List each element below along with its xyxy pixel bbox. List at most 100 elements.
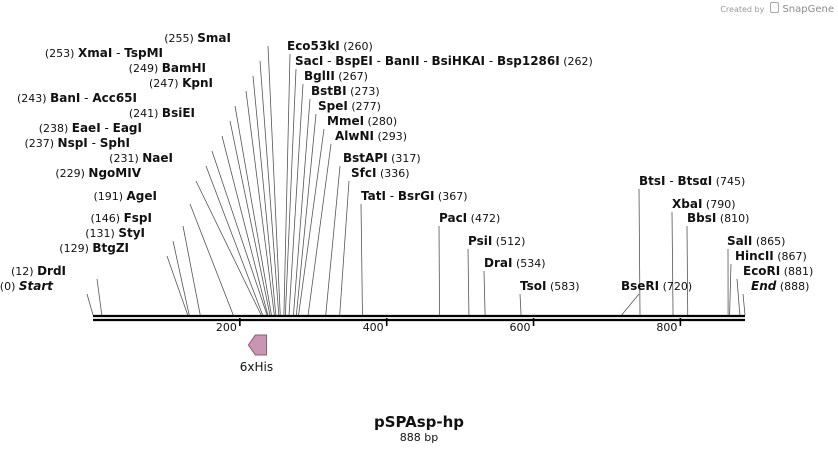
enzyme-name: BbsI <box>687 211 716 225</box>
svg-text:PsiI (512): PsiI (512) <box>468 234 525 248</box>
site-leader-line <box>671 211 674 316</box>
site-leader-line <box>288 83 304 316</box>
site-position: (277) <box>348 100 381 113</box>
site-label-eco53ki: Eco53kI (260) <box>287 39 373 53</box>
ruler-tick-label: 400 <box>363 321 384 334</box>
snapgene-logo-icon <box>769 2 779 13</box>
svg-text:(243) BanI - Acc65I: (243) BanI - Acc65I <box>17 91 137 105</box>
enzyme-name: SacI <box>295 54 323 68</box>
site-label-mmei: MmeI (280) <box>327 114 397 128</box>
svg-text:(12) DrdI: (12) DrdI <box>11 264 66 278</box>
enzyme-name: BsiEI <box>162 106 195 120</box>
svg-text:BtsI - BtsαI (745): BtsI - BtsαI (745) <box>639 174 745 188</box>
site-leader-line <box>298 128 325 316</box>
enzyme-name: EcoRI <box>743 264 780 278</box>
site-label-xbai: XbaI (790) <box>672 197 735 211</box>
credit-watermark: Created by SnapGene <box>720 2 834 15</box>
site-position: (583) <box>546 280 579 293</box>
site-leader-line <box>229 120 271 316</box>
svg-text:(247) KpnI: (247) KpnI <box>149 76 213 90</box>
svg-text:BglII (267): BglII (267) <box>304 69 368 83</box>
site-label-bglii: BglII (267) <box>304 69 368 83</box>
site-leader-line <box>86 293 94 316</box>
site-position: (237) <box>24 137 57 150</box>
svg-text:HincII (867): HincII (867) <box>735 249 807 263</box>
svg-text:(0) Start: (0) Start <box>0 279 54 293</box>
enzyme-name: BtgZI <box>92 241 129 255</box>
enzyme-name: BsrGI <box>398 189 435 203</box>
svg-text:TatI - BsrGI (367): TatI - BsrGI (367) <box>361 189 468 203</box>
site-label-nspi: (237) NspI - SphI <box>24 136 130 150</box>
enzyme-name: BsiHKAI <box>432 54 486 68</box>
plasmid-name: pSPAsp-hp <box>374 413 464 431</box>
svg-text:MmeI (280): MmeI (280) <box>327 114 397 128</box>
enzyme-name: DraI <box>484 256 512 270</box>
enzyme-name: BamHI <box>162 61 206 75</box>
credit-prefix: Created by <box>720 5 765 14</box>
site-position: (131) <box>85 227 118 240</box>
site-label-tsoi: TsoI (583) <box>520 279 580 293</box>
svg-text:SpeI (277): SpeI (277) <box>318 99 381 113</box>
site-position: (249) <box>129 62 162 75</box>
enzyme-name: EagI <box>113 121 142 135</box>
site-leader-line <box>295 113 317 316</box>
site-leader-line <box>189 203 234 316</box>
site-leader-line <box>284 68 297 316</box>
site-label-naei: (231) NaeI <box>109 151 173 165</box>
site-label-eaei: (238) EaeI - EagI <box>39 121 142 135</box>
site-leader-line <box>742 293 746 316</box>
plasmid-size: 888 bp <box>400 431 438 444</box>
site-label-tati: TatI - BsrGI (367) <box>361 189 468 203</box>
enzyme-name: NgoMIV <box>88 166 141 180</box>
site-leader-line <box>467 248 470 316</box>
feature-label: 6xHis <box>240 360 273 374</box>
enzyme-name: BanII <box>385 54 420 68</box>
enzyme-name: MmeI <box>327 114 364 128</box>
svg-text:(249) BamHI: (249) BamHI <box>129 61 206 75</box>
site-position: (229) <box>55 167 88 180</box>
site-leader-line <box>182 225 201 316</box>
site-label-bstapi: BstAPI (317) <box>343 151 421 165</box>
svg-text:(131) StyI: (131) StyI <box>85 226 145 240</box>
site-label-spei: SpeI (277) <box>318 99 381 113</box>
enzyme-name: NaeI <box>142 151 173 165</box>
enzyme-name: FspI <box>124 211 152 225</box>
site-position: (255) <box>164 32 197 45</box>
enzyme-name: XbaI <box>672 197 702 211</box>
site-label-ecori: EcoRI (881) <box>743 264 813 278</box>
enzyme-name: Start <box>19 279 54 293</box>
svg-text:BstAPI (317): BstAPI (317) <box>343 151 421 165</box>
svg-text:(191) AgeI: (191) AgeI <box>93 189 157 203</box>
ruler-tick-label: 600 <box>510 321 531 334</box>
site-label-end: End (888) <box>751 279 809 293</box>
site-leader-line <box>234 105 272 316</box>
site-position: (367) <box>434 190 467 203</box>
site-label-xmai: (253) XmaI - TspMI <box>45 46 163 60</box>
site-leader-line <box>267 45 281 316</box>
site-leader-line <box>252 75 277 316</box>
site-leader-line <box>205 165 263 316</box>
site-leader-line <box>438 225 440 316</box>
site-position: (253) <box>45 47 78 60</box>
site-leader-line <box>638 188 641 316</box>
site-label-sali: SalI (865) <box>727 234 785 248</box>
dna-backbone <box>93 314 745 322</box>
svg-text:SfcI (336): SfcI (336) <box>351 166 410 180</box>
site-label-ngomiv: (229) NgoMIV <box>55 166 141 180</box>
enzyme-name: Acc65I <box>92 91 137 105</box>
site-leader-line <box>195 180 262 316</box>
name-separator: - <box>88 136 100 150</box>
site-label-drai: DraI (534) <box>484 256 546 270</box>
enzyme-name: PsiI <box>468 234 492 248</box>
site-position: (129) <box>59 242 92 255</box>
site-position: (238) <box>39 122 72 135</box>
site-label-styi: (131) StyI <box>85 226 145 240</box>
site-leader-line <box>259 60 280 316</box>
site-label-bani: (243) BanI - Acc65I <box>17 91 137 105</box>
arrow-left-icon <box>247 334 268 356</box>
enzyme-name: BstBI <box>311 84 347 98</box>
site-label-bbsi: BbsI (810) <box>687 211 749 225</box>
site-leader-line <box>221 135 269 316</box>
enzyme-name: AgeI <box>127 189 157 203</box>
